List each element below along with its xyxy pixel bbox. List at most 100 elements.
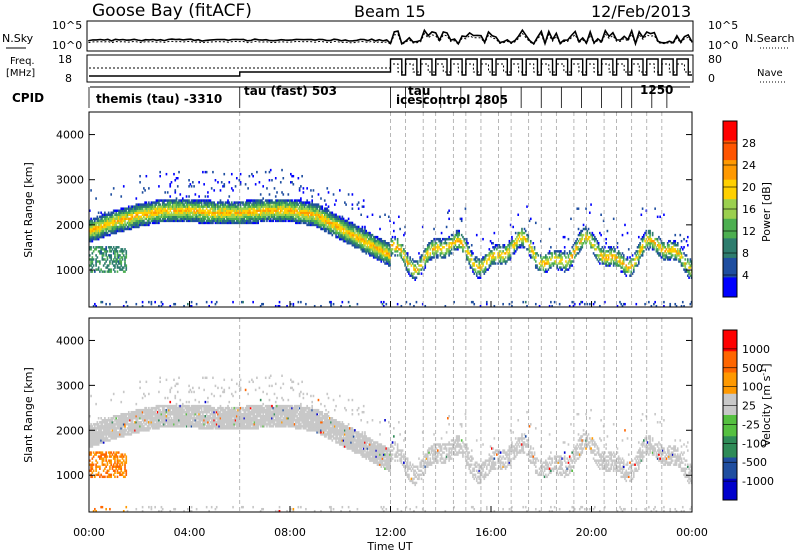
power-cell <box>272 205 275 208</box>
velocity-cell <box>120 461 123 464</box>
power-cell <box>268 201 271 204</box>
power-cell <box>310 215 312 219</box>
power-cell <box>387 244 390 247</box>
power-cell <box>333 215 336 219</box>
power-cell <box>553 300 556 304</box>
power-cell <box>332 213 335 216</box>
velocity-cell <box>100 457 102 460</box>
power-cell <box>170 211 173 214</box>
power-cell <box>514 250 517 253</box>
power-cell <box>580 231 582 235</box>
power-cell <box>193 199 195 202</box>
power-cell <box>443 254 445 257</box>
power-cell <box>340 219 342 223</box>
power-cell <box>371 244 374 247</box>
power-cell <box>627 268 630 271</box>
power-cell <box>380 248 383 251</box>
power-cell <box>360 229 363 233</box>
power-cell <box>158 207 160 210</box>
velocity-cell <box>102 431 105 434</box>
power-cell <box>345 219 347 223</box>
power-cell <box>267 217 270 221</box>
power-cell <box>639 242 641 245</box>
power-cell <box>214 211 217 214</box>
power-cell <box>381 239 384 243</box>
power-cell <box>225 209 228 212</box>
power-cell <box>315 213 317 216</box>
power-cell <box>409 262 411 265</box>
power-cell <box>320 221 322 225</box>
power-cell <box>360 233 363 237</box>
power-cell <box>291 199 293 202</box>
power-cell <box>241 213 243 216</box>
power-cell <box>430 239 433 243</box>
sky-ytick-top-right: 10^5 <box>708 19 738 32</box>
power-cell <box>247 199 249 202</box>
power-cell <box>316 205 319 208</box>
power-cell <box>95 246 97 249</box>
velocity-cell <box>106 461 109 464</box>
power-cell <box>169 217 172 221</box>
power-cell <box>570 254 572 257</box>
power-cell <box>101 300 104 304</box>
power-cell <box>312 221 315 225</box>
velocity-cell <box>96 433 99 436</box>
power-cell <box>165 172 168 176</box>
power-cell <box>290 219 292 223</box>
velocity-cell <box>122 459 125 462</box>
power-cell <box>190 217 193 221</box>
power-cell <box>631 272 634 275</box>
power-cell <box>434 250 437 253</box>
power-cell <box>375 235 378 239</box>
power-cell <box>413 268 415 271</box>
power-cell <box>568 304 571 308</box>
power-cell <box>306 219 308 223</box>
power-cell <box>328 219 331 223</box>
power-cell <box>336 229 339 233</box>
power-cell <box>169 205 172 208</box>
power-cell <box>369 252 371 255</box>
power-cell <box>248 207 251 210</box>
power-cell <box>125 207 128 210</box>
power-cell <box>92 250 95 253</box>
power-cell <box>492 254 494 257</box>
power-cell <box>403 233 405 237</box>
power-cell <box>148 187 150 190</box>
power-cell <box>458 229 460 233</box>
power-cell <box>386 260 389 263</box>
power-cell <box>609 246 611 249</box>
power-cell <box>610 262 612 265</box>
power-cell <box>301 211 303 214</box>
velocity-cell <box>114 465 116 468</box>
power-cell <box>335 215 337 219</box>
power-cell <box>252 219 254 223</box>
power-cell <box>547 260 550 263</box>
power-cell <box>208 211 210 214</box>
power-cell <box>262 217 265 221</box>
power-cell <box>450 248 453 251</box>
power-cell <box>300 197 302 200</box>
power-cell <box>146 211 149 214</box>
power-cell <box>269 203 272 206</box>
power-cell <box>335 231 337 235</box>
power-cell <box>205 170 208 174</box>
power-cell <box>425 248 428 251</box>
power-cell <box>283 203 286 206</box>
velocity-cell <box>121 473 124 477</box>
power-cell <box>210 219 213 223</box>
power-cell <box>137 217 140 221</box>
power-cell <box>183 304 185 308</box>
power-cell <box>450 242 453 245</box>
power-cell <box>455 239 458 243</box>
power-cell <box>199 217 202 221</box>
power-cell <box>555 250 557 253</box>
power-cell <box>315 223 317 227</box>
power-cell <box>316 215 319 219</box>
power-cell <box>188 195 190 198</box>
power-cell <box>457 231 459 235</box>
power-cell <box>184 209 187 212</box>
velocity-cell <box>120 400 123 404</box>
power-cell <box>126 213 129 216</box>
power-cell <box>106 264 109 267</box>
power-cell <box>400 244 403 247</box>
